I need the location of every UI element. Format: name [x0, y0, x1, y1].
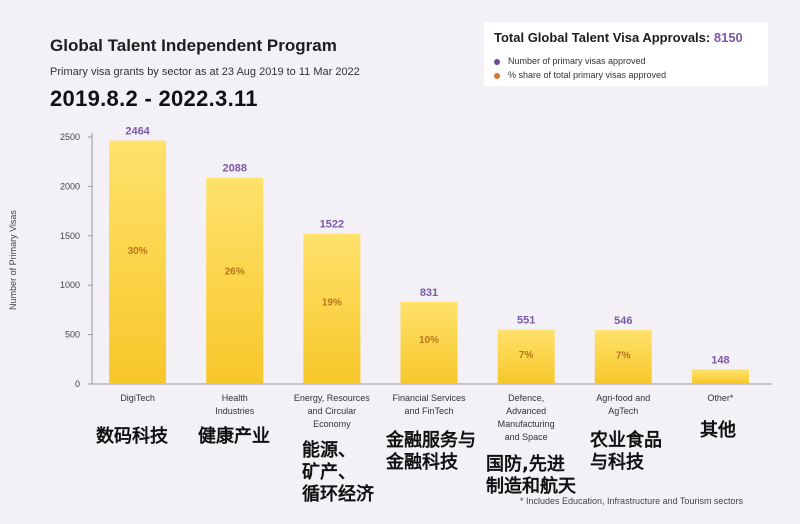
legend-box: Total Global Talent Visa Approvals: 8150… — [484, 22, 768, 86]
chinese-label-line: 金融科技 — [386, 452, 458, 473]
y-tick-label: 0 — [75, 379, 80, 389]
x-tick-label: DigiTech — [120, 393, 155, 403]
legend-total-label: Total Global Talent Visa Approvals: — [494, 30, 711, 45]
chinese-label: 能源、 矿产、 循环经济 — [302, 440, 374, 506]
bar-percent-label: 7% — [616, 350, 631, 361]
chinese-label-line: 矿产、 — [302, 462, 356, 483]
x-tick-label: Industries — [215, 406, 255, 416]
bar-percent-label: 26% — [225, 267, 245, 278]
x-tick-label: Financial Services — [392, 393, 466, 403]
chinese-label-line: 农业食品 — [590, 430, 662, 451]
chart-title: Global Talent Independent Program — [50, 36, 337, 55]
chinese-label-line: 与科技 — [590, 452, 644, 473]
chinese-label-line: 其他 — [700, 420, 736, 441]
chinese-label: 数码科技 — [96, 426, 168, 448]
chinese-label: 金融服务与 金融科技 — [386, 430, 476, 474]
x-tick-label: Defence, — [508, 393, 544, 403]
x-tick-label: Manufacturing — [498, 419, 555, 429]
chinese-label: 国防,先进 制造和航天 — [486, 454, 576, 498]
bar-percent-label: 19% — [322, 297, 342, 308]
chinese-label: 农业食品 与科技 — [590, 430, 662, 474]
chinese-label-line: 制造和航天 — [486, 476, 576, 497]
legend-dot-count — [494, 58, 500, 65]
y-tick-label: 2500 — [60, 132, 80, 142]
chinese-label-line: 循环经济 — [302, 484, 374, 505]
bar — [303, 233, 361, 384]
chinese-label: 健康产业 — [198, 426, 270, 448]
legend-item-share: % share of total primary visas approved — [494, 70, 666, 80]
chinese-label: 其他 — [700, 420, 736, 442]
bar — [691, 369, 749, 384]
bar — [497, 329, 555, 384]
x-tick-label: Energy, Resources — [294, 393, 370, 403]
y-tick-label: 1000 — [60, 280, 80, 290]
x-tick-label: AgTech — [608, 406, 638, 416]
legend-item-count: Number of primary visas approved — [494, 56, 646, 66]
x-tick-label: and Space — [505, 432, 548, 442]
bar-value-label: 551 — [517, 315, 535, 327]
x-tick-label: Other* — [707, 393, 734, 403]
x-tick-label: Advanced — [506, 406, 546, 416]
chinese-label-line: 国防,先进 — [486, 454, 565, 475]
footnote: * Includes Education, Infrastructure and… — [520, 496, 743, 506]
bar-value-label: 831 — [420, 287, 438, 299]
x-tick-label: Health — [222, 393, 248, 403]
legend-total-value: 8150 — [713, 30, 743, 45]
y-tick-label: 2000 — [60, 181, 80, 191]
bar — [594, 330, 652, 384]
bar-value-label: 2464 — [125, 126, 150, 138]
bar-percent-label: 30% — [128, 246, 148, 257]
bar-percent-label: 10% — [419, 335, 439, 346]
y-tick-label: 1500 — [60, 231, 80, 241]
chinese-label-line: 能源、 — [302, 440, 356, 461]
bar — [206, 177, 264, 384]
legend-dot-share — [494, 72, 500, 79]
x-tick-label: Agri-food and — [596, 393, 650, 403]
bar — [400, 301, 458, 384]
y-tick-label: 500 — [65, 330, 80, 340]
legend-label-count: Number of primary visas approved — [508, 56, 646, 66]
bar-percent-label: 7% — [519, 350, 534, 361]
x-tick-label: and Circular — [308, 406, 357, 416]
chart-subtitle: Primary visa grants by sector as at 23 A… — [50, 66, 360, 78]
x-tick-label: Economy — [313, 419, 351, 429]
x-tick-label: and FinTech — [404, 406, 453, 416]
bar-value-label: 148 — [711, 354, 729, 366]
bar-value-label: 1522 — [320, 219, 344, 231]
legend-label-share: % share of total primary visas approved — [508, 70, 667, 80]
chinese-label-line: 数码科技 — [96, 426, 168, 447]
bar-value-label: 2088 — [222, 163, 246, 175]
chinese-label-line: 金融服务与 — [386, 430, 476, 451]
bar — [109, 140, 167, 384]
date-range-overlay: 2019.8.2 - 2022.3.11 — [50, 86, 258, 111]
legend-total: Total Global Talent Visa Approvals: 8150 — [494, 30, 743, 45]
chinese-label-line: 健康产业 — [198, 426, 270, 447]
bar-value-label: 546 — [614, 315, 632, 327]
